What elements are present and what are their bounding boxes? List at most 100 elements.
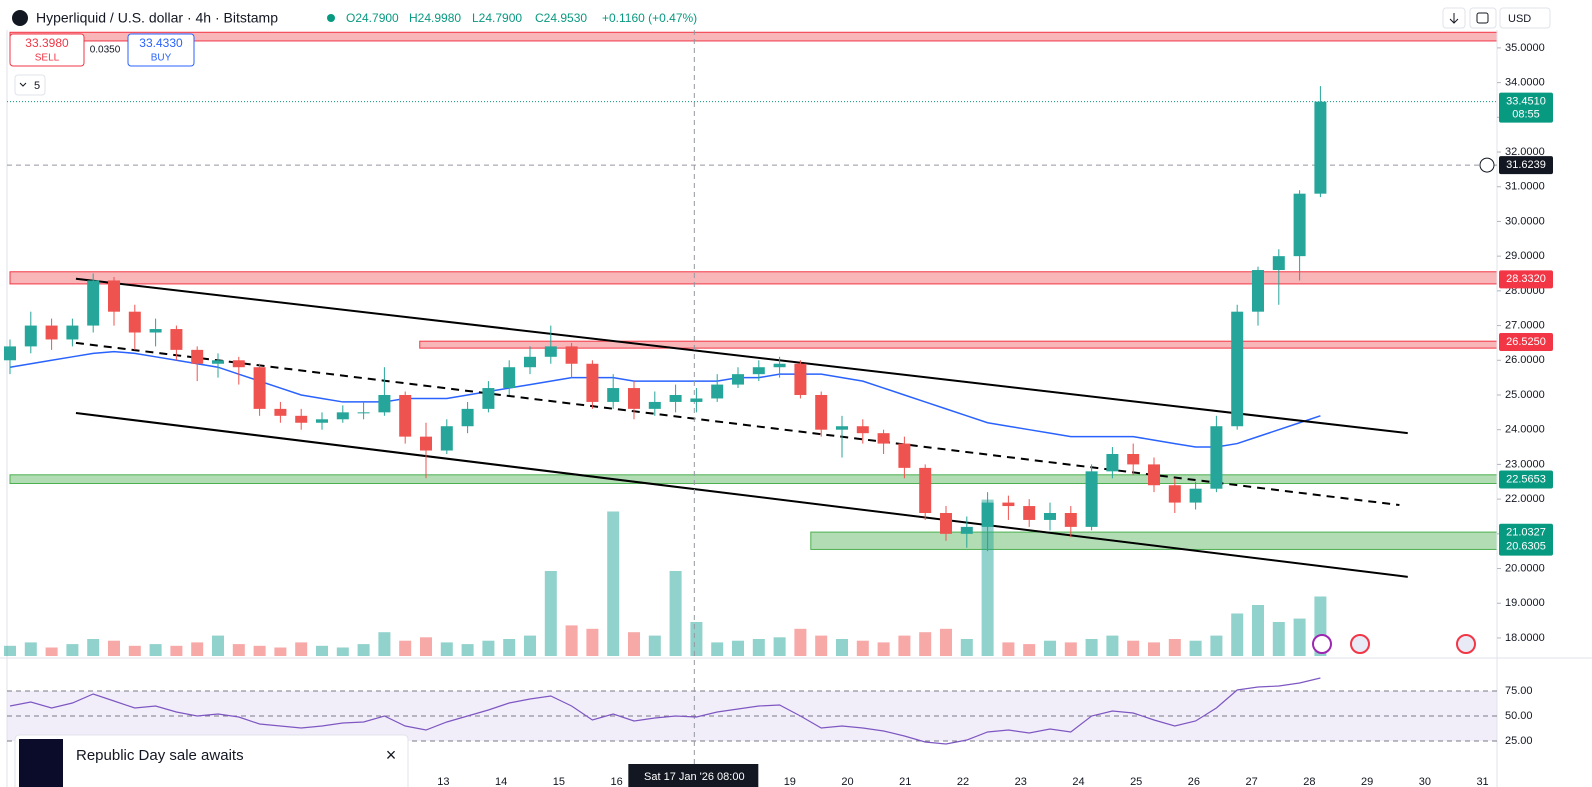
currency-label: USD [1508,13,1531,25]
x-tick-label: 14 [495,776,507,787]
promo-image [19,739,63,787]
price-label: 31.6239 [1506,159,1546,171]
x-tick-label: 29 [1361,776,1373,787]
trend-line [75,341,1400,507]
trend-line [75,412,1408,578]
candle-body [253,367,266,409]
volume-bar [1106,635,1119,656]
crosshair-label-bg [628,764,759,787]
price-label: 33.4510 [1506,96,1546,108]
candle-body [565,346,578,364]
symbol-logo [12,10,28,26]
candle-body [856,426,869,434]
candle-body [607,388,620,402]
indicators-toggle[interactable] [14,74,46,96]
price-label-bg [1499,470,1553,489]
y-tick-label: 30.0000 [1505,215,1545,227]
volume-bar [1168,639,1181,656]
x-tick-label: 26 [1188,776,1200,787]
candle-body [45,325,58,340]
volume-bar [586,628,599,656]
top-bar [0,0,1592,30]
chevron [19,82,27,87]
candle-body [690,398,703,402]
candle-body [732,374,744,385]
volume-bar [690,622,703,656]
event-icon[interactable] [1312,634,1332,654]
candle-body [108,280,120,312]
volume-bar [420,637,432,656]
ohlc-high: H24.9980 [409,11,461,25]
volume-bar [607,511,620,656]
crosshair-label: Sat 17 Jan '26 08:00 [644,771,745,783]
event-flag[interactable] [1456,634,1476,654]
rsi-band [7,691,1497,741]
y-tick-label: 31.0000 [1505,181,1545,193]
volume-bar [87,639,100,656]
volume-bar [66,644,79,656]
price-label: 21.0327 [1506,527,1546,539]
volume-bar [295,642,308,656]
volume-bar [128,645,141,656]
candle-body [1106,453,1119,472]
y-tick-label: 29.0000 [1505,250,1545,262]
candle-body [898,443,911,468]
promo-close[interactable]: × [386,745,397,765]
event-flag[interactable] [1350,634,1370,654]
buy-button[interactable] [127,33,195,67]
currency-select[interactable] [1499,7,1551,29]
sell-button[interactable] [9,33,85,67]
volume-bar [898,635,911,656]
candle-body [1085,471,1098,527]
candle-body [503,367,516,389]
volume-bar [503,639,516,656]
fullscreen-button[interactable] [1469,7,1497,29]
volume-bar [191,642,204,656]
rsi-tick-label: 50.00 [1505,710,1533,722]
x-tick-label: 13 [437,776,449,787]
candle-body [128,311,141,333]
zone [9,271,1498,285]
candle-body [1293,193,1306,257]
price-label: 20.6305 [1506,541,1546,553]
candle-body [378,394,391,413]
candle-body [1314,101,1327,194]
candle-body [212,360,224,364]
download-icon [1449,13,1459,24]
spread: 0.0350 [90,45,121,56]
candle-body [1023,506,1036,520]
buy-label: BUY [151,53,172,64]
x-tick-label: 22 [957,776,969,787]
y-tick-label: 19.0000 [1505,597,1545,609]
volume-bar [357,644,370,656]
volume-bar [149,644,162,656]
volume-bar [108,640,120,656]
y-tick-label: 35.0000 [1505,42,1545,54]
fullscreen-icon [1476,12,1489,24]
price-label-bg [1499,523,1553,542]
volume-bar [1293,618,1306,656]
candle-body [87,280,100,326]
candle-body [1044,512,1056,520]
y-tick-label: 25.0000 [1505,389,1545,401]
volume-bar [336,647,349,656]
volume-bar [1002,642,1015,656]
candle-body [1272,256,1285,271]
promo-card[interactable] [14,734,409,787]
candle-body [399,394,412,437]
candle-body [773,363,786,368]
candle-body [149,329,162,333]
price-label: 28.3320 [1506,273,1546,285]
volume-bar [212,635,224,656]
volume-bar [960,639,973,656]
candle-body [586,363,599,402]
volume-bar [1148,642,1160,656]
y-tick-label: 22.0000 [1505,493,1545,505]
zone [9,474,1498,484]
candle-body [336,412,349,420]
y-tick-label: 34.0000 [1505,77,1545,89]
candle-body [940,512,952,534]
volume-bar [940,628,952,656]
x-tick-label: 25 [1130,776,1142,787]
